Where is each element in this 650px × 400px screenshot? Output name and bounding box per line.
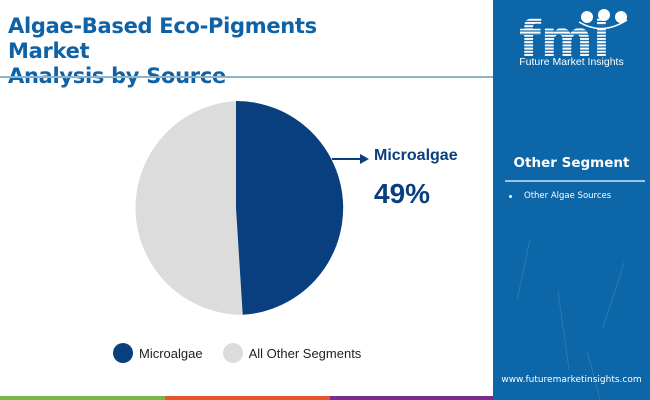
callout-label: Microalgae <box>374 147 458 164</box>
segment-list-item: Other Algae Sources <box>509 191 611 201</box>
stripe-green <box>0 396 165 400</box>
svg-text:fmi: fmi <box>519 10 610 68</box>
legend-label: Microalgae <box>139 345 203 361</box>
callout-value: 49% <box>374 178 431 209</box>
bullet-icon <box>509 194 512 198</box>
legend: Microalgae All Other Segments <box>113 343 381 363</box>
arrow-head-icon <box>360 154 369 164</box>
legend-item-microalgae: Microalgae <box>113 343 203 363</box>
segment-divider <box>505 180 645 182</box>
other-segment-title: Other Segment <box>513 155 630 171</box>
pie-slice-microalgae <box>236 100 344 315</box>
stripe-orange <box>165 396 330 400</box>
brand-panel: fmi Future Market Insights Other Segment… <box>493 0 650 400</box>
legend-item-other: All Other Segments <box>222 343 362 363</box>
legend-label: All Other Segments <box>248 345 362 361</box>
legend-swatch-microalgae <box>113 343 133 363</box>
title-line-1: Algae-Based Eco-Pigments Market <box>8 14 317 63</box>
company-name: Future Market Insights <box>519 56 624 68</box>
pie-slice-other <box>135 101 243 315</box>
website-url[interactable]: www.futuremarketinsights.com <box>501 375 642 385</box>
fmi-logo-icon: fmi <box>519 9 628 68</box>
segment-item-label: Other Algae Sources <box>524 191 612 201</box>
title-divider <box>0 76 493 78</box>
legend-swatch-other <box>222 343 243 363</box>
pie-chart <box>135 100 369 315</box>
stripe-purple <box>330 396 493 400</box>
